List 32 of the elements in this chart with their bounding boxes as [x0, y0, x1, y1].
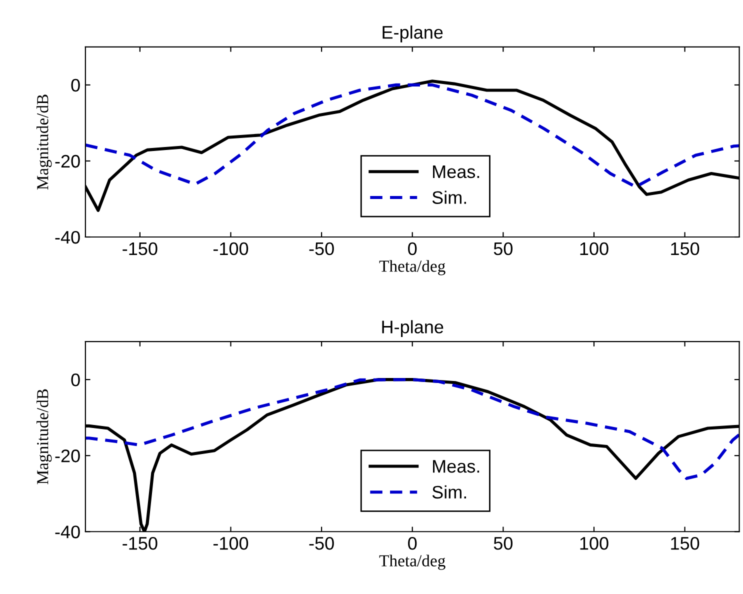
y-tick-label: 0	[71, 78, 80, 92]
x-axis-title: Theta/deg	[379, 554, 446, 570]
x-tick-label: -50	[309, 242, 334, 256]
y-tick-label: -20	[55, 450, 80, 462]
x-tick-label: -150	[122, 536, 158, 550]
x-tick-label: -50	[309, 536, 334, 550]
x-tick-label: 50	[494, 536, 513, 550]
chart-title: E-plane	[382, 26, 443, 42]
y-tick-label: -40	[55, 230, 80, 244]
x-tick-label: 50	[494, 242, 513, 256]
x-axis-title: Theta/deg	[379, 260, 446, 276]
x-tick-label: 0	[408, 242, 417, 256]
x-tick-label: 150	[671, 242, 700, 256]
x-tick-label: 100	[580, 536, 608, 550]
legend-label: Meas.	[433, 166, 480, 178]
line-series	[85, 378, 740, 480]
y-tick-label: 0	[71, 374, 80, 386]
x-tick-label: 0	[408, 536, 417, 550]
y-tick-label: -20	[55, 154, 80, 168]
x-tick-label: 100	[580, 242, 608, 256]
legend-label: Sim.	[432, 485, 466, 499]
legend-label: Meas.	[433, 460, 480, 473]
y-axis-title: Magnitude/dB	[36, 94, 52, 190]
y-tick-label: -40	[55, 526, 80, 538]
x-tick-label: -150	[122, 242, 158, 256]
x-tick-label: -100	[213, 536, 248, 550]
x-tick-label: 150	[671, 536, 700, 550]
chart-title: H-plane	[382, 320, 444, 337]
x-tick-label: -100	[213, 242, 248, 256]
line-series	[85, 83, 740, 188]
y-axis-title: Magnitude/dB	[36, 389, 52, 484]
legend-label: Sim.	[432, 190, 466, 204]
